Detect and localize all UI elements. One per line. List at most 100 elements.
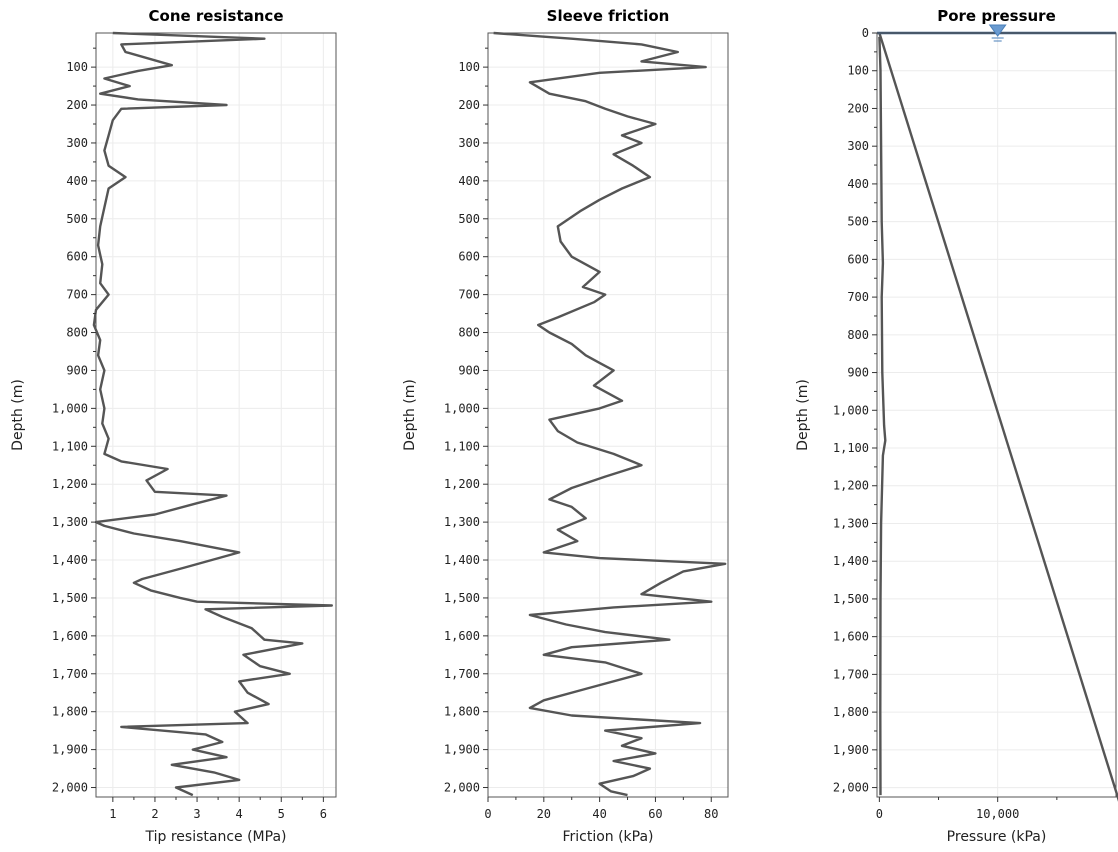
cone-resistance-series-line [92, 31, 333, 797]
cone-resistance-y-tick-label: 2,000 [52, 781, 88, 795]
pore-pressure-x-tick-label: 0 [876, 807, 883, 821]
cone-resistance-title: Cone resistance [149, 7, 284, 25]
sleeve-friction-y-tick-label: 1,000 [444, 401, 480, 415]
cone-resistance-x-tick-label: 4 [236, 807, 243, 821]
sleeve-friction-ticks: 0 20 40 60 80 100 200 300 400 500 600 700 800 900 1,00… [444, 47, 718, 821]
pore-pressure-y-tick-label: 1,700 [833, 667, 869, 681]
cone-resistance-y-tick-label: 1,100 [52, 439, 88, 453]
cone-resistance-y-tick-label: 1,300 [52, 515, 88, 529]
pore-pressure-y-tick-label: 2,000 [833, 781, 869, 795]
sleeve-friction-y-tick-label: 1,200 [444, 477, 480, 491]
cone-resistance-y-tick-label: 600 [66, 250, 88, 264]
cone-resistance-y-tick-label: 900 [66, 363, 88, 377]
pore-pressure-series-line [878, 36, 887, 796]
cone-resistance-x-tick-label: 2 [151, 807, 158, 821]
sleeve-friction-title: Sleeve friction [547, 7, 670, 25]
sleeve-friction-y-axis-label: Depth (m) [402, 379, 418, 451]
cone-resistance-grid [96, 33, 336, 797]
cone-resistance-y-tick-label: 1,400 [52, 553, 88, 567]
sleeve-friction-y-tick-label: 200 [458, 98, 480, 112]
cone-resistance-x-tick-label: 3 [193, 807, 200, 821]
cone-resistance-x-axis-label: Tip resistance (MPa) [145, 829, 287, 845]
sleeve-friction-y-tick-label: 1,900 [444, 743, 480, 757]
sleeve-friction-y-tick-label: 1,400 [444, 553, 480, 567]
cone-resistance-trace [92, 31, 333, 797]
pore-pressure-panel: 0 10,000 0 100 200 300 400 500 600 700 800 900 1,000… [795, 7, 1118, 845]
cone-resistance-y-tick-label: 500 [66, 212, 88, 226]
cone-resistance-x-tick-label: 5 [278, 807, 285, 821]
pore-pressure-y-axis-label: Depth (m) [795, 379, 811, 451]
cone-resistance-y-tick-label: 1,900 [52, 743, 88, 757]
pore-pressure-y-tick-label: 700 [847, 290, 869, 304]
sleeve-friction-y-tick-label: 1,600 [444, 629, 480, 643]
sleeve-friction-x-tick-label: 0 [484, 807, 491, 821]
water-table-marker-icon [988, 24, 1007, 42]
cone-resistance-y-tick-label: 100 [66, 60, 88, 74]
pore-pressure-y-tick-label: 400 [847, 177, 869, 191]
pore-pressure-y-tick-label: 500 [847, 215, 869, 229]
pore-pressure-x-tick-label: 10,000 [976, 807, 1019, 821]
cone-resistance-y-tick-label: 1,700 [52, 667, 88, 681]
cone-resistance-ticks: 1 2 3 4 5 6 100 200 300 400 500 600 700 800 900 1,000 1,… [52, 47, 327, 821]
pore-pressure-y-tick-label: 1,200 [833, 479, 869, 493]
pore-pressure-y-tick-label: 900 [847, 366, 869, 380]
cone-resistance-panel: 1 2 3 4 5 6 100 200 300 400 500 600 700 800 900 1,000 1,… [10, 7, 337, 845]
pore-pressure-plot-frame [876, 32, 1117, 798]
sleeve-friction-y-tick-label: 1,500 [444, 591, 480, 605]
pore-pressure-y-tick-label: 600 [847, 252, 869, 266]
sleeve-friction-x-axis-label: Friction (kPa) [562, 829, 653, 845]
cone-resistance-y-tick-label: 700 [66, 288, 88, 302]
sleeve-friction-x-tick-label: 40 [592, 807, 606, 821]
sleeve-friction-trace [493, 31, 727, 797]
sleeve-friction-y-tick-label: 700 [458, 288, 480, 302]
pore-pressure-y-tick-label: 300 [847, 139, 869, 153]
cone-resistance-y-axis-label: Depth (m) [10, 379, 26, 451]
pore-pressure-y-tick-label: 1,900 [833, 743, 869, 757]
cone-resistance-y-tick-label: 1,800 [52, 705, 88, 719]
pore-pressure-y-tick-label: 1,400 [833, 554, 869, 568]
sleeve-friction-panel: 0 20 40 60 80 100 200 300 400 500 600 700 800 900 1,00… [402, 7, 729, 845]
pore-pressure-y-tick-label: 1,600 [833, 630, 869, 644]
cone-resistance-y-tick-label: 1,200 [52, 477, 88, 491]
sleeve-friction-series-line [493, 31, 727, 797]
sleeve-friction-y-tick-label: 600 [458, 250, 480, 264]
pore-pressure-series-line [878, 32, 1118, 802]
cone-resistance-y-tick-label: 800 [66, 326, 88, 340]
sleeve-friction-plot-frame [487, 32, 729, 798]
pore-pressure-y-tick-label: 1,300 [833, 516, 869, 530]
cone-resistance-y-tick-label: 1,000 [52, 401, 88, 415]
sleeve-friction-y-tick-label: 2,000 [444, 781, 480, 795]
sleeve-friction-y-tick-label: 900 [458, 363, 480, 377]
cone-resistance-y-tick-label: 1,500 [52, 591, 88, 605]
pore-pressure-grid [877, 32, 1116, 797]
pore-pressure-title: Pore pressure [937, 7, 1056, 25]
pore-pressure-y-tick-label: 200 [847, 101, 869, 115]
sleeve-friction-x-tick-label: 60 [648, 807, 662, 821]
cone-resistance-y-tick-label: 300 [66, 136, 88, 150]
sleeve-friction-y-tick-label: 1,100 [444, 439, 480, 453]
sleeve-friction-y-tick-label: 1,800 [444, 705, 480, 719]
pore-pressure-ticks: 0 10,000 0 100 200 300 400 500 600 700 800 900 1,000… [833, 26, 1058, 821]
pore-pressure-y-tick-label: 0 [862, 26, 869, 40]
sleeve-friction-y-tick-label: 300 [458, 136, 480, 150]
sleeve-friction-y-tick-label: 800 [458, 326, 480, 340]
pore-pressure-y-tick-label: 1,100 [833, 441, 869, 455]
pore-pressure-y-tick-label: 1,800 [833, 705, 869, 719]
pore-pressure-y-tick-label: 1,000 [833, 403, 869, 417]
cone-resistance-x-tick-label: 6 [320, 807, 327, 821]
sleeve-friction-y-tick-label: 100 [458, 60, 480, 74]
pore-pressure-x-axis-label: Pressure (kPa) [947, 829, 1047, 845]
cone-resistance-x-tick-label: 1 [109, 807, 116, 821]
sleeve-friction-x-tick-label: 80 [704, 807, 718, 821]
cone-resistance-plot-frame [95, 32, 337, 798]
pore-pressure-y-tick-label: 800 [847, 328, 869, 342]
pore-pressure-y-tick-label: 100 [847, 64, 869, 78]
sleeve-friction-y-tick-label: 1,700 [444, 667, 480, 681]
sleeve-friction-x-tick-label: 20 [537, 807, 551, 821]
sleeve-friction-y-tick-label: 500 [458, 212, 480, 226]
pore-pressure-y-tick-label: 1,500 [833, 592, 869, 606]
cone-resistance-y-tick-label: 1,600 [52, 629, 88, 643]
sleeve-friction-y-tick-label: 1,300 [444, 515, 480, 529]
cone-resistance-y-tick-label: 200 [66, 98, 88, 112]
